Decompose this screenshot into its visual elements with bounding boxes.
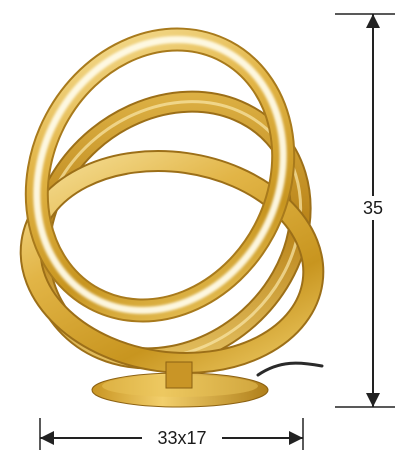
height-label: 35: [363, 198, 383, 218]
width-depth-label: 33x17: [157, 428, 206, 448]
lamp-ring-front: [24, 27, 296, 323]
led-strip-glow: [33, 36, 287, 314]
arrow-right-icon: [289, 431, 303, 445]
arrow-left-icon: [40, 431, 54, 445]
lamp-stem: [165, 361, 193, 389]
height-dimension: 35: [335, 13, 395, 408]
arrow-down-icon: [366, 393, 380, 407]
width-dimension: 33x17: [39, 418, 304, 450]
lamp-ring-lower: [19, 150, 325, 374]
arrow-up-icon: [366, 14, 380, 28]
power-cable: [256, 361, 324, 377]
